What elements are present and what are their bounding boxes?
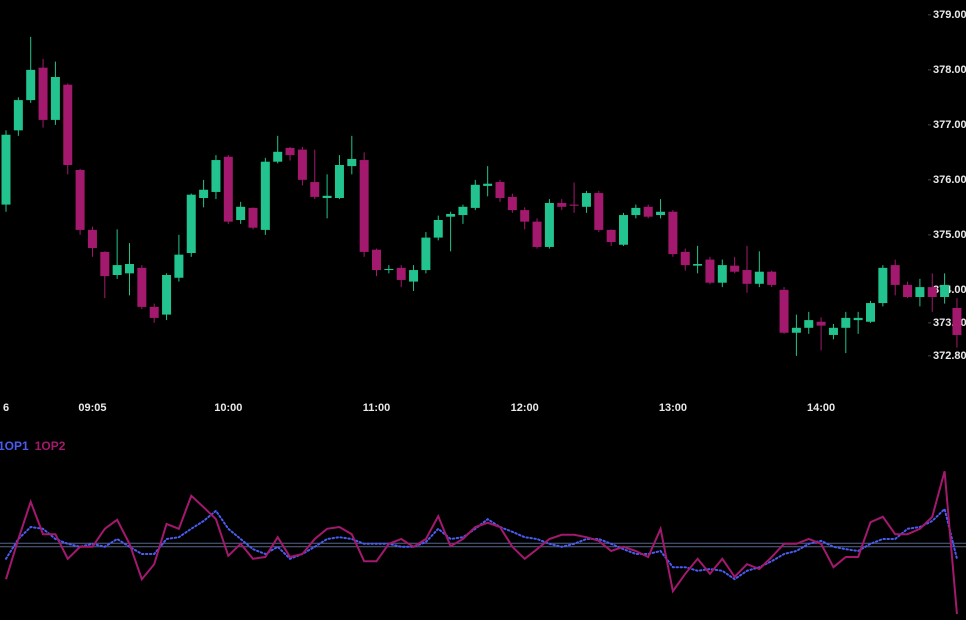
- candle-body: [470, 184, 480, 208]
- candle-body: [334, 165, 344, 198]
- candle-body: [866, 303, 875, 322]
- candle-body: [236, 206, 246, 220]
- candle-body: [853, 317, 863, 321]
- candle-body: [495, 182, 505, 198]
- candle-body: [507, 196, 517, 211]
- legend-entry: 1OP2: [35, 439, 66, 453]
- candle-body: [149, 306, 159, 318]
- candle-body: [359, 160, 369, 252]
- candle-body: [372, 249, 381, 271]
- x-tick-label: 11:00: [363, 402, 391, 414]
- y-tick-label: 376.00: [933, 174, 966, 186]
- candle-body: [1, 134, 11, 205]
- candle-body: [779, 289, 789, 333]
- candle-body: [816, 321, 826, 326]
- x-tick-label: 09:05: [78, 402, 106, 414]
- indicator-line: [5, 470, 958, 615]
- candle-body: [199, 189, 209, 198]
- legend-entry: 1OP1: [0, 439, 29, 453]
- x-tick-label: 12:00: [511, 402, 539, 414]
- x-tick-label: 14:00: [807, 402, 835, 414]
- candle-body: [730, 265, 740, 272]
- candle-body: [606, 229, 616, 242]
- candle-body: [297, 149, 307, 180]
- x-tick-label: 6: [3, 402, 9, 414]
- candle-body: [409, 270, 419, 282]
- candle-body: [458, 206, 468, 216]
- candle-body: [248, 207, 258, 228]
- candle-body: [285, 147, 295, 156]
- candle-body: [890, 265, 900, 285]
- candle-body: [804, 320, 814, 328]
- candle-body: [50, 77, 60, 120]
- candle-body: [63, 84, 73, 165]
- candle-body: [446, 213, 456, 217]
- candle-body: [927, 287, 937, 297]
- candle-body: [520, 210, 530, 222]
- candle-body: [13, 100, 23, 131]
- candle-body: [75, 169, 85, 230]
- candle-body: [619, 215, 628, 245]
- candle-body: [841, 317, 851, 328]
- candle-body: [174, 254, 184, 278]
- candle-body: [273, 151, 283, 162]
- candle-body: [137, 267, 147, 307]
- candle-body: [544, 202, 554, 247]
- y-tick-label: 379.00: [933, 9, 966, 21]
- y-tick-label: 377.00: [933, 119, 966, 131]
- candle-body: [828, 327, 838, 335]
- candle-body: [767, 271, 777, 285]
- candle-body: [483, 183, 493, 186]
- candle-body: [594, 193, 604, 230]
- candle-body: [569, 204, 579, 206]
- candle-body: [581, 193, 591, 207]
- candle-body: [100, 251, 110, 277]
- y-tick-label: 372.80: [933, 350, 966, 362]
- candle-body: [310, 182, 320, 197]
- x-tick-label: 10:00: [214, 402, 242, 414]
- candle-body: [384, 268, 394, 271]
- candle-body: [643, 206, 653, 217]
- candle-body: [631, 207, 641, 216]
- candle-body: [87, 229, 97, 249]
- y-tick-label: 375.00: [933, 229, 966, 241]
- candle-body: [791, 327, 801, 333]
- candle-body: [915, 287, 925, 297]
- candle-body: [162, 275, 172, 315]
- candle-body: [532, 221, 542, 247]
- y-tick-label: 378.00: [933, 64, 966, 76]
- candle-body: [186, 194, 196, 253]
- candle-body: [211, 160, 221, 192]
- candle-body: [421, 237, 431, 271]
- candle-body: [112, 265, 122, 275]
- candle-body: [26, 69, 36, 101]
- candle-body: [717, 265, 727, 283]
- candle-body: [396, 267, 406, 280]
- candle-body: [347, 158, 357, 167]
- candle-body: [38, 67, 48, 120]
- candle-body: [705, 259, 715, 283]
- candle-body: [742, 270, 752, 284]
- candle-body: [878, 267, 888, 304]
- candle-body: [656, 211, 666, 216]
- candle-body: [557, 202, 567, 207]
- x-tick-label: 13:00: [659, 402, 687, 414]
- candle-body: [940, 284, 950, 297]
- candle-body: [903, 284, 913, 297]
- candle-body: [260, 161, 270, 230]
- candle-body: [433, 220, 443, 238]
- candle-body: [952, 308, 962, 335]
- candle-body: [668, 211, 678, 255]
- candle-body: [223, 156, 233, 222]
- candle-body: [125, 264, 134, 274]
- indicator-line: [5, 507, 958, 581]
- candle-body: [693, 264, 703, 266]
- candle-body: [754, 271, 764, 284]
- candle-body: [680, 251, 690, 266]
- y-tick-label: 374.00: [933, 284, 966, 296]
- candle-body: [322, 195, 332, 198]
